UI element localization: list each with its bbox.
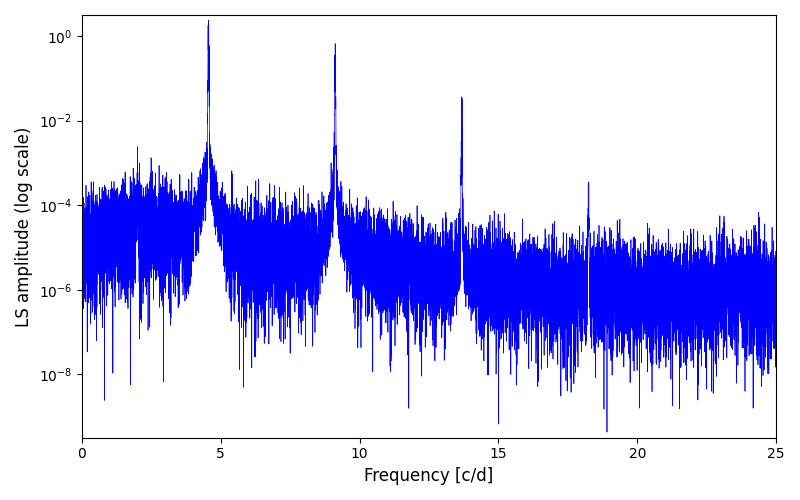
Y-axis label: LS amplitude (log scale): LS amplitude (log scale)	[15, 126, 33, 326]
X-axis label: Frequency [c/d]: Frequency [c/d]	[364, 467, 494, 485]
